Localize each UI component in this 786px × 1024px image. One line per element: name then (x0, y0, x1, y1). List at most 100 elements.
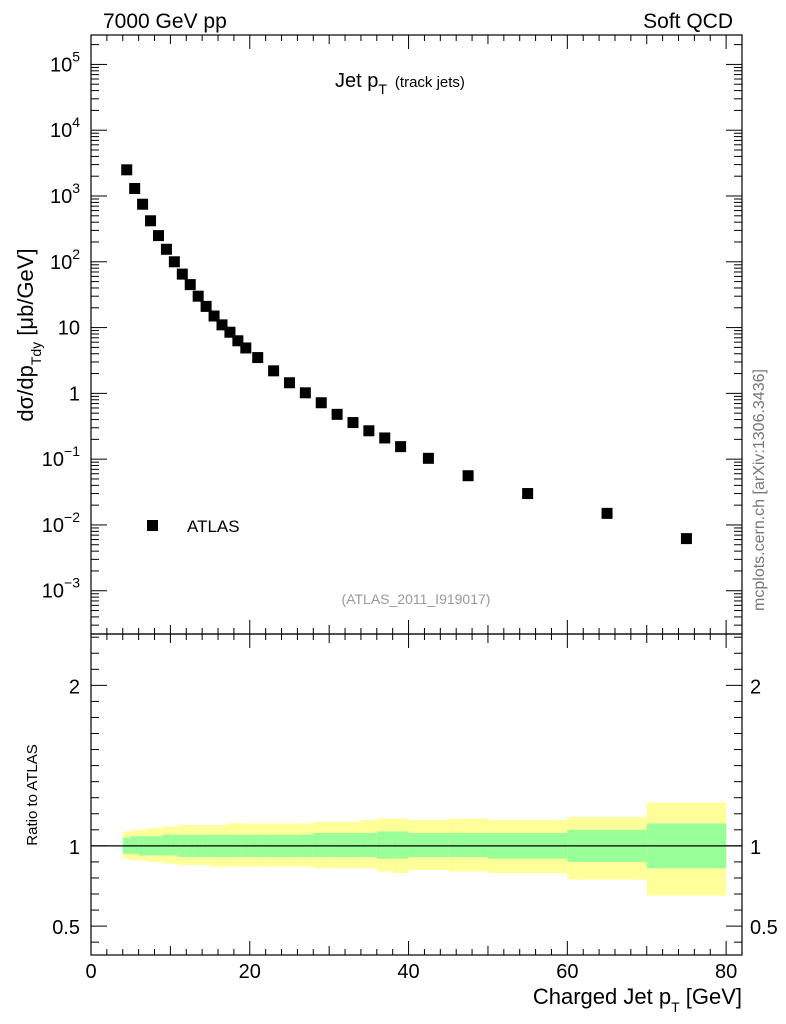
ratio-bands (122, 802, 727, 896)
data-point-18 (283, 377, 295, 389)
main-plot-frame (90, 34, 743, 635)
main-y-tick-label-base-5: 1 (69, 383, 80, 405)
main-y-tick-label-5: 1 (69, 383, 80, 405)
ratio-band-inner-23 (360, 833, 377, 858)
data-point-9 (192, 290, 204, 302)
data-point-24 (379, 432, 391, 444)
header-left: 7000 GeV pp (103, 10, 227, 33)
data-point-3 (145, 215, 157, 227)
legend-label: ATLAS (187, 517, 240, 536)
x-axis-label-pre: Charged Jet p (533, 984, 671, 1009)
x-tick-label-4: 80 (715, 961, 737, 983)
ratio-plot-frame (90, 633, 743, 956)
data-point-16 (252, 352, 264, 364)
mcplots-side-label: mcplots.cern.ch [arXiv:1306.3436] (751, 369, 768, 611)
main-y-tick-label-base-8: 10 (42, 581, 64, 603)
ratio-band-inner-6 (170, 834, 179, 856)
x-tick-label-0: 0 (85, 961, 96, 983)
main-y-tick-label-6: 10−1 (42, 443, 80, 471)
data-point-25 (395, 441, 407, 453)
data-point-11 (208, 310, 220, 322)
axis-ticks (90, 35, 742, 955)
data-point-20 (315, 397, 327, 409)
data-point-22 (347, 417, 359, 429)
data-point-2 (137, 198, 149, 210)
data-point-4 (152, 230, 164, 242)
legend-marker (147, 520, 158, 531)
main-y-tick-label-base-4: 10 (58, 318, 80, 340)
main-y-axis-label-pre: dσ/dp (13, 365, 38, 421)
ratio-y-tick-labels: 0.5 0.5 1 1 2 2 (52, 676, 778, 939)
x-axis-label-sub: T (671, 999, 680, 1015)
main-y-axis-label-post: [μb/GeV] (13, 248, 38, 341)
main-y-tick-label-base-7: 10 (42, 515, 64, 537)
data-point-29 (601, 507, 613, 519)
data-point-27 (462, 470, 474, 482)
main-y-tick-label-exp-3: 2 (72, 246, 80, 262)
data-point-5 (160, 243, 172, 255)
main-y-tick-label-exp-0: 5 (72, 48, 80, 64)
header-right: Soft QCD (643, 10, 733, 33)
main-y-tick-label-base-6: 10 (42, 449, 64, 471)
ratio-band-inner-22 (345, 833, 361, 858)
ratio-y-tick-label-right-0: 0.5 (750, 917, 778, 939)
main-y-tick-label-base-1: 10 (50, 120, 72, 142)
ratio-y-tick-label-left-2: 2 (69, 676, 80, 698)
ratio-band-inner-5 (162, 834, 171, 856)
x-tick-label-1: 20 (239, 961, 261, 983)
x-tick-label-2: 40 (397, 961, 419, 983)
main-y-tick-label-1: 104 (50, 114, 80, 142)
ratio-band-inner-27 (448, 833, 488, 858)
data-point-13 (224, 326, 236, 338)
atlas-data-points (121, 164, 692, 545)
main-y-tick-label-2: 103 (50, 180, 80, 208)
data-point-23 (363, 425, 375, 437)
main-y-tick-label-3: 102 (50, 246, 80, 274)
ratio-y-tick-label-right-1: 1 (750, 837, 761, 859)
main-y-tick-label-base-3: 10 (50, 252, 72, 274)
main-y-tick-label-8: 10−3 (42, 575, 80, 603)
plot-title-note: (track jets) (395, 74, 465, 91)
ratio-y-tick-label-left-0: 0.5 (52, 917, 80, 939)
data-point-19 (299, 387, 311, 399)
main-y-tick-label-4: 10 (58, 318, 80, 340)
main-y-axis-label-sub: Tdy (28, 342, 44, 365)
x-tick-labels: 0 20 40 60 80 (85, 961, 737, 983)
main-y-tick-label-7: 10−2 (42, 509, 80, 537)
ratio-band-inner-26 (408, 833, 449, 858)
main-y-tick-label-exp-7: −2 (64, 509, 80, 525)
data-point-26 (422, 452, 434, 464)
ratio-band-inner-24 (376, 831, 393, 859)
x-axis-label-post: [GeV] (680, 984, 742, 1009)
main-y-tick-label-0: 105 (50, 48, 80, 76)
main-y-tick-label-base-2: 10 (50, 186, 72, 208)
data-point-15 (240, 342, 252, 354)
ratio-band-inner-20 (313, 833, 330, 858)
data-point-14 (232, 335, 244, 347)
data-point-30 (680, 533, 692, 545)
ratio-band-inner-21 (329, 833, 346, 858)
x-axis-label: Charged Jet pT [GeV] (533, 984, 742, 1015)
plot-title-main: Jet p (335, 70, 378, 92)
data-point-0 (121, 164, 133, 176)
analysis-reference: (ATLAS_2011_I919017) (342, 591, 491, 607)
data-point-17 (268, 365, 280, 377)
main-y-tick-label-base-0: 10 (50, 54, 72, 76)
plot-title: Jet pT (track jets) (335, 70, 465, 97)
plot-title-sub: T (378, 81, 387, 97)
main-y-tick-label-exp-2: 3 (72, 180, 80, 196)
data-point-7 (176, 268, 188, 280)
data-point-12 (216, 319, 228, 331)
data-point-10 (200, 300, 212, 312)
data-point-28 (522, 488, 534, 500)
data-point-6 (168, 256, 180, 268)
main-y-tick-label-exp-8: −3 (64, 575, 80, 591)
ratio-band-inner-25 (392, 831, 409, 859)
data-point-21 (331, 408, 343, 420)
ratio-y-tick-label-right-2: 2 (750, 676, 761, 698)
x-tick-label-3: 60 (556, 961, 578, 983)
ratio-band-inner-1 (130, 836, 139, 854)
data-point-8 (184, 279, 196, 291)
